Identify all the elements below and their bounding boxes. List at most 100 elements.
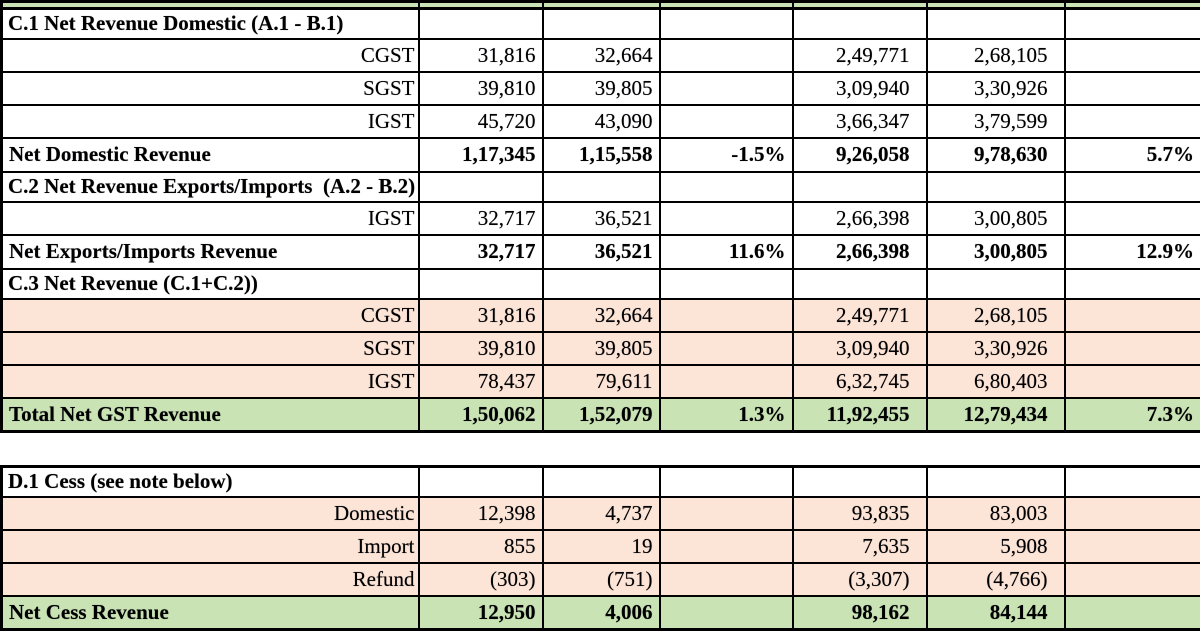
pct-change-cell	[1063, 297, 1200, 333]
pct-change-cell	[1063, 465, 1200, 498]
value-cell	[417, 0, 544, 10]
row-label-cell: C.1 Net Revenue Domestic (A.1 - B.1)	[0, 7, 420, 40]
value-cell: 3,30,926	[925, 70, 1066, 106]
total-row: Net Exports/Imports Revenue 32,717 36,521 1…	[0, 233, 1200, 270]
data-row: IGST 45,720 43,090 3,66,347 3,79,599	[0, 103, 1200, 139]
row-label-cell: D.1 Cess (see note below)	[0, 465, 420, 498]
pct-change-cell	[658, 0, 794, 10]
value-cell: 32,664	[541, 37, 661, 73]
value-cell: 12,398	[417, 495, 544, 531]
value-cell: 36,521	[541, 200, 661, 236]
value-cell: 9,78,630	[925, 136, 1066, 173]
pct-change-cell	[1063, 330, 1200, 366]
row-label-cell	[0, 0, 420, 10]
pct-change-cell: 12.9%	[1063, 233, 1200, 270]
total-row: Net Domestic Revenue 1,17,345 1,15,558 -1.5…	[0, 136, 1200, 173]
pct-change-cell	[658, 297, 794, 333]
value-cell	[791, 170, 928, 203]
value-cell	[541, 465, 661, 498]
value-cell: 39,805	[541, 330, 661, 366]
value-cell	[541, 267, 661, 300]
row-label-cell: Net Cess Revenue	[0, 594, 420, 631]
value-cell: 3,09,940	[791, 70, 928, 106]
value-cell	[541, 7, 661, 40]
value-cell: 3,66,347	[791, 103, 928, 139]
data-row: IGST 78,437 79,611 6,32,745 6,80,403	[0, 363, 1200, 399]
section-header-row: C.1 Net Revenue Domestic (A.1 - B.1)	[0, 7, 1200, 40]
value-cell: 39,805	[541, 70, 661, 106]
value-cell: 31,816	[417, 37, 544, 73]
value-cell: 84,144	[925, 594, 1066, 631]
value-cell: (303)	[417, 561, 544, 597]
row-label-cell: Net Exports/Imports Revenue	[0, 233, 420, 270]
value-cell: (751)	[541, 561, 661, 597]
gst-net-revenue-table: C.1 Net Revenue Domestic (A.1 - B.1) CGST…	[0, 0, 1200, 433]
value-cell	[925, 267, 1066, 300]
value-cell: 1,15,558	[541, 136, 661, 173]
value-cell: 3,79,599	[925, 103, 1066, 139]
value-cell: 39,810	[417, 330, 544, 366]
partial-cutoff-row	[0, 0, 1200, 10]
pct-change-cell	[1063, 0, 1200, 10]
value-cell: 79,611	[541, 363, 661, 399]
value-cell: 31,816	[417, 297, 544, 333]
table-gap	[0, 433, 1200, 465]
value-cell: 6,32,745	[791, 363, 928, 399]
value-cell: 39,810	[417, 70, 544, 106]
pct-change-cell	[658, 363, 794, 399]
pct-change-cell	[1063, 495, 1200, 531]
value-cell: 3,30,926	[925, 330, 1066, 366]
pct-change-cell	[1063, 594, 1200, 631]
data-row: SGST 39,810 39,805 3,09,940 3,30,926	[0, 330, 1200, 366]
value-cell: 36,521	[541, 233, 661, 270]
value-cell: 12,79,434	[925, 396, 1066, 433]
value-cell: 32,664	[541, 297, 661, 333]
row-label-cell: SGST	[0, 70, 420, 106]
pct-change-cell	[1063, 103, 1200, 139]
value-cell	[417, 465, 544, 498]
value-cell: (4,766)	[925, 561, 1066, 597]
row-label-cell: IGST	[0, 200, 420, 236]
value-cell	[417, 267, 544, 300]
value-cell: 93,835	[791, 495, 928, 531]
pct-change-cell: 7.3%	[1063, 396, 1200, 433]
value-cell	[541, 0, 661, 10]
pct-change-cell	[658, 528, 794, 564]
data-row: Domestic 12,398 4,737 93,835 83,003	[0, 495, 1200, 531]
value-cell	[791, 465, 928, 498]
row-label-cell: Total Net GST Revenue	[0, 396, 420, 433]
pct-change-cell	[1063, 7, 1200, 40]
pct-change-cell	[1063, 528, 1200, 564]
pct-change-cell: 5.7%	[1063, 136, 1200, 173]
pct-change-cell	[658, 200, 794, 236]
value-cell: 7,635	[791, 528, 928, 564]
value-cell: 855	[417, 528, 544, 564]
value-cell: 4,006	[541, 594, 661, 631]
value-cell: 1,17,345	[417, 136, 544, 173]
section-header-row: C.3 Net Revenue (C.1+C.2))	[0, 267, 1200, 300]
row-label-cell: Domestic	[0, 495, 420, 531]
value-cell: 1,52,079	[541, 396, 661, 433]
pct-change-cell: 1.3%	[658, 396, 794, 433]
value-cell: (3,307)	[791, 561, 928, 597]
total-row: Total Net GST Revenue 1,50,062 1,52,079 1.3…	[0, 396, 1200, 433]
pct-change-cell	[658, 594, 794, 631]
value-cell: 2,66,398	[791, 200, 928, 236]
cess-table: D.1 Cess (see note below) Domestic 12,398 4…	[0, 465, 1200, 631]
value-cell	[925, 465, 1066, 498]
value-cell: 2,68,105	[925, 297, 1066, 333]
row-label-cell: SGST	[0, 330, 420, 366]
row-label-cell: Refund	[0, 561, 420, 597]
value-cell	[925, 0, 1066, 10]
value-cell: 3,09,940	[791, 330, 928, 366]
pct-change-cell	[658, 170, 794, 203]
pct-change-cell	[1063, 267, 1200, 300]
row-label-cell: Import	[0, 528, 420, 564]
row-label-cell: CGST	[0, 37, 420, 73]
value-cell: 11,92,455	[791, 396, 928, 433]
value-cell: 2,49,771	[791, 37, 928, 73]
value-cell: 3,00,805	[925, 200, 1066, 236]
data-row: CGST 31,816 32,664 2,49,771 2,68,105	[0, 297, 1200, 333]
row-label-cell: Net Domestic Revenue	[0, 136, 420, 173]
